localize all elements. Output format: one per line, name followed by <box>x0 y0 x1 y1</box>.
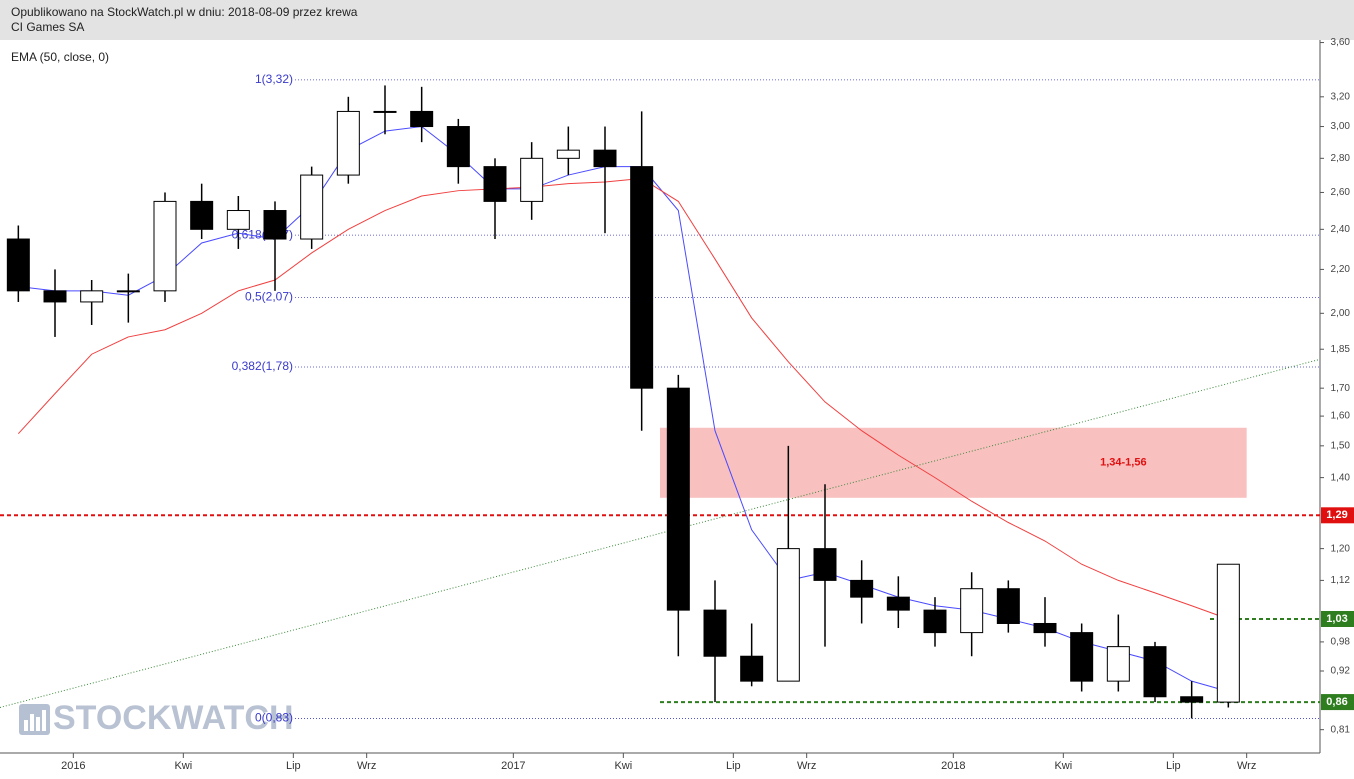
y-tick-label: 3,60 <box>1331 37 1351 48</box>
y-tick-label: 1,85 <box>1331 344 1351 355</box>
fib-label: 0(0,83) <box>255 711 293 725</box>
y-tick-label: 0,81 <box>1331 724 1351 735</box>
candle-body <box>850 579 874 598</box>
y-tick-label: 1,70 <box>1331 383 1351 394</box>
x-tick-label: Wrz <box>1237 760 1256 772</box>
indicator-label: EMA (50, close, 0) <box>11 50 109 64</box>
candle-body <box>116 290 140 293</box>
y-tick-label: 2,60 <box>1331 187 1351 198</box>
candle-body <box>300 174 324 240</box>
level-label: 1,29 <box>1326 509 1347 521</box>
y-tick-label: 1,60 <box>1331 411 1351 422</box>
candle-body <box>1033 622 1057 634</box>
y-tick-label: 2,80 <box>1331 153 1351 164</box>
y-tick-label: 0,92 <box>1331 666 1351 677</box>
candle-body <box>703 609 727 657</box>
candle-body <box>1106 646 1130 682</box>
candle-body <box>1216 563 1240 703</box>
level-label: 1,03 <box>1326 613 1347 625</box>
y-tick-label: 1,40 <box>1331 472 1351 483</box>
candle-body <box>556 149 580 159</box>
ema-line <box>18 126 1229 692</box>
candle-body <box>666 387 690 611</box>
candle-body <box>593 149 617 168</box>
x-tick-label: 2018 <box>941 760 965 772</box>
candle-body <box>336 110 360 176</box>
x-tick-label: Lip <box>726 760 741 772</box>
x-tick-label: Lip <box>1166 760 1181 772</box>
header-subtitle: CI Games SA <box>11 20 84 34</box>
watermark-logo <box>19 704 50 735</box>
y-tick-label: 1,20 <box>1331 543 1351 554</box>
candle-body <box>446 126 470 168</box>
x-tick-label: 2016 <box>61 760 85 772</box>
candle-body <box>1070 632 1094 682</box>
y-tick-label: 0,98 <box>1331 637 1351 648</box>
y-tick-label: 2,40 <box>1331 224 1351 235</box>
candle-body <box>520 157 544 202</box>
candle-body <box>813 548 837 581</box>
candle-body <box>996 588 1020 624</box>
header-text: Opublikowano na StockWatch.pl w dniu: 20… <box>11 5 358 19</box>
candle-body <box>153 200 177 292</box>
x-tick-label: Wrz <box>797 760 816 772</box>
candle-body <box>226 210 250 230</box>
candle-body <box>483 166 507 202</box>
candle-body <box>410 110 434 128</box>
y-tick-label: 1,50 <box>1331 440 1351 451</box>
candle-body <box>740 655 764 682</box>
fib-label: 1(3,32) <box>255 72 293 86</box>
candle-body <box>373 110 397 113</box>
ema-line <box>17 177 1229 620</box>
x-tick-label: 2017 <box>501 760 525 772</box>
header-band <box>0 0 1354 40</box>
y-tick-label: 1,12 <box>1331 575 1351 586</box>
x-tick-label: Kwi <box>614 760 632 772</box>
trendline <box>0 358 1321 708</box>
y-tick-label: 3,20 <box>1331 91 1351 102</box>
candle-body <box>43 290 67 303</box>
candle-body <box>923 609 947 634</box>
candle-body <box>886 596 910 611</box>
candle-body <box>190 200 214 230</box>
candle-body <box>80 290 104 303</box>
level-badge <box>1321 610 1354 627</box>
candle-body <box>960 588 984 634</box>
x-tick-label: Lip <box>286 760 301 772</box>
zone-label: 1,34-1,56 <box>1100 457 1146 469</box>
y-tick-label: 2,00 <box>1331 308 1351 319</box>
watermark: STOCKWATCH <box>53 699 294 737</box>
y-tick-label: 3,00 <box>1331 121 1351 132</box>
x-tick-label: Wrz <box>357 760 376 772</box>
fib-label: 0,5(2,07) <box>245 290 293 304</box>
candle-body <box>6 238 30 292</box>
level-label: 0,86 <box>1326 696 1347 708</box>
y-tick-label: 2,20 <box>1331 264 1351 275</box>
level-badge <box>1321 694 1354 711</box>
x-tick-label: Kwi <box>174 760 192 772</box>
level-badge <box>1321 507 1354 524</box>
x-tick-label: Kwi <box>1054 760 1072 772</box>
candle-body <box>263 210 287 240</box>
candle-body <box>1180 696 1204 703</box>
fib-label: 0,382(1,78) <box>232 359 293 373</box>
price-zone <box>660 427 1247 498</box>
candle-body <box>630 166 654 389</box>
candle-body <box>1143 646 1167 698</box>
candle-body <box>776 548 800 682</box>
